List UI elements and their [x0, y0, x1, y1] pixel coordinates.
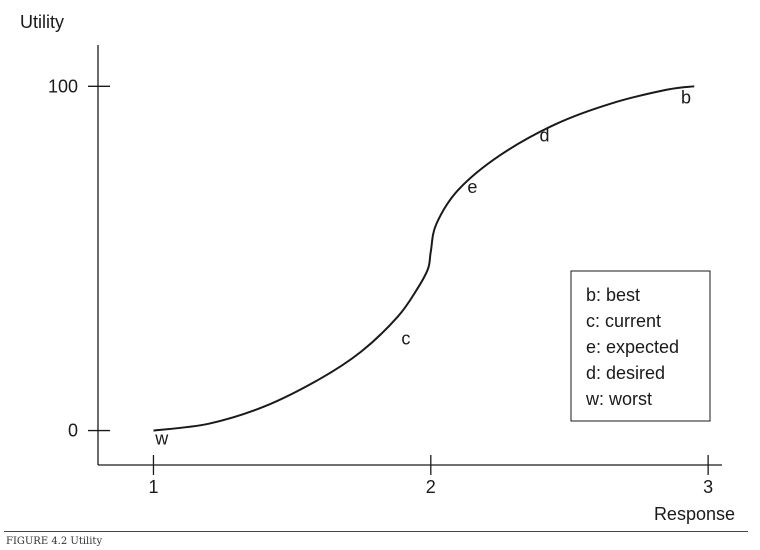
utility-curve	[153, 85, 695, 432]
legend-entry: b: best	[586, 285, 640, 305]
figure-caption: FIGURE 4.2 Utility	[6, 536, 103, 547]
legend-entry: e: expected	[586, 337, 679, 357]
x-tick-label: 2	[426, 477, 436, 497]
point-label: b	[681, 88, 691, 108]
caption-rule	[4, 531, 748, 532]
legend-entry: c: current	[586, 311, 661, 331]
x-tick-label: 1	[148, 477, 158, 497]
legend-entry: w: worst	[585, 389, 652, 409]
chart-legend: b: best c: current e: expected d: desire…	[570, 270, 711, 422]
y-tick-label: 100	[48, 76, 78, 96]
point-label: e	[467, 177, 477, 197]
legend-box	[570, 270, 711, 422]
y-axis-label: Utility	[20, 12, 64, 32]
chart-axes	[97, 45, 722, 466]
point-label: c	[401, 329, 410, 349]
x-axis-label: Response	[654, 504, 735, 524]
chart-series	[153, 85, 695, 432]
legend-entry: d: desired	[586, 363, 665, 383]
chart-point-labels: w c e d b	[154, 88, 691, 449]
point-label: d	[539, 125, 549, 145]
point-label: w	[154, 428, 169, 448]
x-tick-label: 3	[703, 477, 713, 497]
chart-ticks: 1 2 3 0 100	[48, 76, 713, 497]
y-tick-label: 0	[68, 421, 78, 441]
